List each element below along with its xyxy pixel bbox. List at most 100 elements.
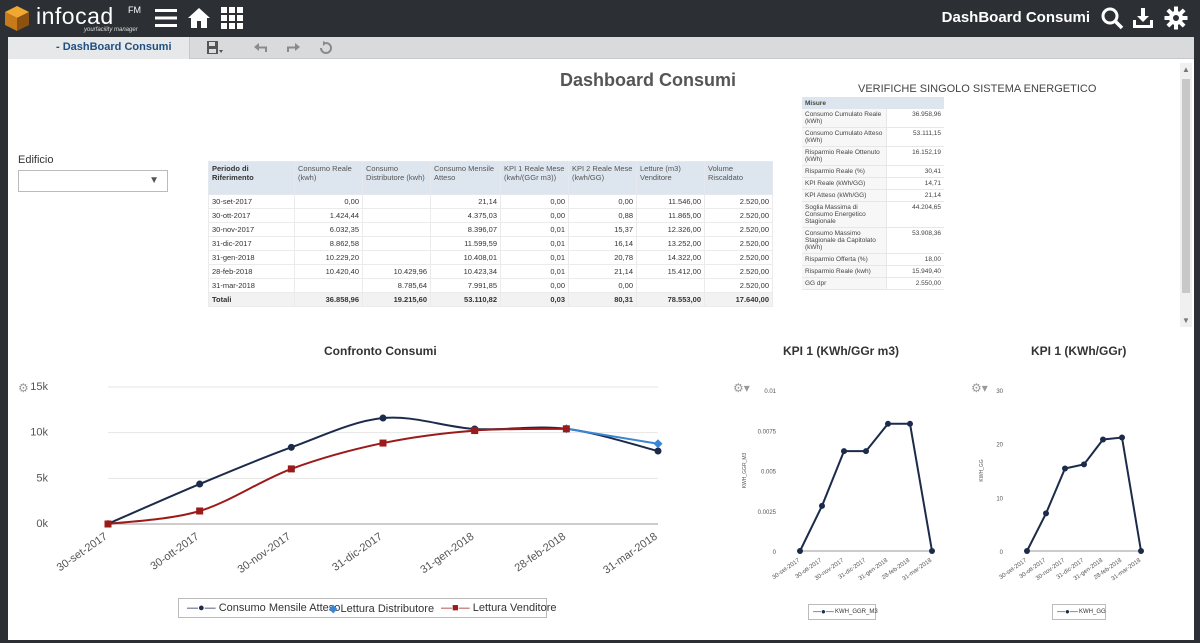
verifiche-label: Risparmio Reale (%)	[802, 165, 887, 178]
series-line	[566, 427, 659, 445]
table-cell: 15,37	[568, 222, 637, 237]
table-cell: 8.862,58	[294, 236, 363, 251]
legend-label: Lettura Venditore	[472, 602, 557, 614]
tab-dashboard-consumi[interactable]: - DashBoard Consumi	[8, 37, 190, 59]
edificio-select[interactable]: ▼	[18, 170, 168, 192]
undo-icon[interactable]	[252, 40, 270, 56]
table-cell	[362, 222, 431, 237]
logo-tagline: yourfacility manager	[84, 27, 138, 33]
verifiche-scrollbar[interactable]: ▲ ▼	[1180, 63, 1192, 327]
table-cell	[362, 250, 431, 265]
data-point	[929, 548, 935, 554]
chart-title-kpi1-gg: KPI 1 (KWh/GGr)	[1031, 344, 1127, 358]
dashboard-title: Dashboard Consumi	[560, 70, 737, 90]
redo-icon[interactable]	[284, 40, 302, 56]
confronto-consumi-chart: 0k 5k 10k 15k 30-set-2017 30-ott-2017 30-nov-2…	[30, 381, 663, 577]
data-point	[287, 465, 295, 473]
data-point	[797, 548, 803, 554]
data-point	[654, 447, 662, 455]
chevron-down-icon[interactable]: ▼	[149, 175, 159, 186]
verifiche-value: 18,00	[886, 253, 944, 266]
verifiche-value: 2.550,00	[886, 277, 944, 290]
data-point	[1024, 548, 1030, 554]
verifiche-value: 53.111,15	[886, 127, 944, 147]
y-tick-label: 0k	[36, 518, 48, 530]
chart-settings-gear-icon[interactable]: ⚙▾	[971, 381, 988, 395]
kpi1-m3-legend[interactable]: —●— KWH_GGR_M3	[808, 604, 878, 620]
column-header[interactable]: KPI 2 Reale Mese (kwh/GG)	[568, 161, 637, 195]
table-cell: 0,01	[500, 250, 569, 265]
column-header[interactable]: Consumo Mensile Atteso	[430, 161, 501, 195]
kpi1-gg-chart: 0102030KWH_GG30-set-201730-ott-201730-no…	[979, 389, 1144, 582]
x-tick-label: 30-ott-2017	[148, 531, 201, 573]
totals-cell: 36.858,96	[294, 292, 363, 307]
consumi-table: Periodo di Riferimento Consumo Reale (kw…	[208, 161, 773, 307]
data-point	[1081, 461, 1087, 468]
column-header[interactable]: KPI 1 Reale Mese (kwh/(GGr m3))	[500, 161, 569, 195]
save-dropdown-icon[interactable]	[206, 40, 224, 56]
table-cell	[294, 278, 363, 293]
verifiche-value: 36.958,96	[886, 109, 944, 128]
table-cell: 21,14	[568, 264, 637, 279]
legend-label: KWH_GG	[1079, 609, 1106, 615]
table-cell: 16,14	[568, 236, 637, 251]
legend-item[interactable]: ◆ Lettura Distributore	[329, 603, 435, 615]
column-header[interactable]: Consumo Distributore (kwh)	[362, 161, 431, 195]
table-header-row: Periodo di Riferimento Consumo Reale (kw…	[208, 161, 773, 195]
column-header[interactable]: Volume Riscaldato	[704, 161, 773, 195]
totals-cell: 17.640,00	[704, 292, 773, 307]
totals-cell: 53.110,82	[430, 292, 501, 307]
download-icon[interactable]	[1131, 6, 1155, 30]
table-cell: 0,01	[500, 222, 569, 237]
table-cell: 2.520,00	[704, 278, 773, 293]
y-tick-label: 15k	[30, 381, 48, 393]
right-frame	[1194, 37, 1200, 643]
data-point	[104, 520, 112, 528]
table-cell	[362, 194, 431, 209]
table-cell: 30-nov-2017	[208, 222, 295, 237]
refresh-icon[interactable]	[317, 40, 335, 56]
table-cell: 10.229,20	[294, 250, 363, 265]
table-cell: 0,01	[500, 236, 569, 251]
legend-item[interactable]: —■— Lettura Venditore	[441, 602, 557, 614]
tab-label: - DashBoard Consumi	[56, 41, 172, 53]
chart-settings-gear-icon[interactable]: ⚙▾	[733, 381, 750, 395]
chart-title-kpi1-m3: KPI 1 (KWh/GGr m3)	[783, 344, 900, 358]
totals-cell: 80,31	[568, 292, 637, 307]
y-tick-label: 0.0025	[758, 510, 777, 516]
table-cell: 2.520,00	[704, 264, 773, 279]
gear-icon[interactable]	[1164, 6, 1188, 30]
scroll-up-icon[interactable]: ▲	[1182, 65, 1190, 74]
kpi1-gg-legend[interactable]: —●— KWH_GG	[1052, 604, 1106, 620]
column-header[interactable]: Consumo Reale (kwh)	[294, 161, 363, 195]
table-cell: 2.520,00	[704, 236, 773, 251]
column-header[interactable]: Periodo di Riferimento	[208, 161, 295, 195]
verifiche-row: Risparmio Reale (%) 30,41	[802, 165, 944, 178]
verifiche-label: KPI Atteso (kWh/GG)	[802, 189, 887, 202]
verifiche-label: Consumo Cumulato Reale (kWh)	[802, 109, 887, 128]
totals-row: Totali 36.858,96 19.215,60 53.110,82 0,03 80,…	[208, 292, 773, 307]
verifiche-row: Risparmio Reale Ottenuto (kWh) 16.152,19	[802, 146, 944, 166]
left-frame	[0, 37, 8, 643]
home-icon[interactable]	[187, 6, 211, 30]
y-axis-label: KWH_GG	[979, 459, 985, 481]
chart-settings-gear-icon[interactable]: ⚙	[18, 381, 29, 395]
table-cell: 20,78	[568, 250, 637, 265]
data-point	[841, 448, 847, 455]
search-icon[interactable]	[1100, 6, 1124, 30]
data-point	[471, 427, 479, 435]
data-point	[196, 507, 204, 515]
scroll-down-icon[interactable]: ▼	[1182, 316, 1190, 325]
table-cell: 0,88	[568, 208, 637, 223]
infocad-logo[interactable]: infocad FM yourfacility manager	[4, 3, 154, 34]
scrollbar-thumb[interactable]	[1182, 79, 1190, 293]
table-row: 31-dic-2017 8.862,58 11.599,59 0,01 16,14 13.…	[208, 236, 773, 251]
column-header[interactable]: Letture (m3) Venditore	[636, 161, 705, 195]
y-tick-label: 0.0075	[758, 429, 777, 435]
data-point	[863, 448, 869, 455]
apps-grid-icon[interactable]	[220, 6, 244, 30]
data-point	[1062, 465, 1068, 472]
data-point	[1043, 510, 1049, 517]
legend-item[interactable]: —●— Consumo Mensile Atteso	[187, 602, 341, 614]
hamburger-menu-icon[interactable]	[154, 6, 178, 30]
